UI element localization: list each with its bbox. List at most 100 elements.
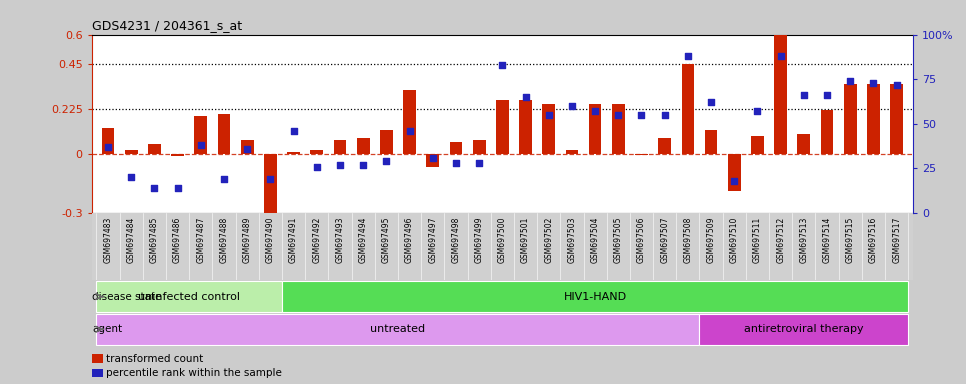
Point	[448, 160, 464, 166]
Text: GSM697495: GSM697495	[382, 217, 391, 263]
Point	[518, 94, 533, 100]
Point	[471, 160, 487, 166]
Bar	[821, 110, 834, 154]
Bar	[472, 140, 486, 154]
Bar	[97, 314, 699, 345]
Bar	[125, 150, 137, 154]
Text: GSM697505: GSM697505	[613, 217, 623, 263]
Text: GSM697508: GSM697508	[683, 217, 693, 263]
Text: GSM697486: GSM697486	[173, 217, 183, 263]
Point	[819, 92, 835, 98]
Text: GSM697506: GSM697506	[637, 217, 646, 263]
Bar	[356, 138, 370, 154]
Text: GSM697517: GSM697517	[893, 217, 901, 263]
Point	[889, 81, 904, 88]
Bar	[867, 84, 880, 154]
Point	[842, 78, 858, 84]
Bar	[282, 281, 908, 312]
Point	[541, 112, 556, 118]
Text: GSM697514: GSM697514	[822, 217, 832, 263]
Point	[750, 108, 765, 114]
Point	[263, 176, 278, 182]
Bar	[101, 128, 114, 154]
Point	[564, 103, 580, 109]
Text: GSM697484: GSM697484	[127, 217, 135, 263]
Text: GSM697483: GSM697483	[103, 217, 112, 263]
Bar	[264, 154, 276, 217]
Bar	[844, 84, 857, 154]
Bar	[565, 150, 579, 154]
Point	[587, 108, 603, 114]
Point	[240, 146, 255, 152]
Text: GSM697507: GSM697507	[660, 217, 669, 263]
Text: untreated: untreated	[370, 324, 425, 334]
Point	[170, 185, 185, 191]
Bar	[611, 104, 625, 154]
Point	[286, 128, 301, 134]
Point	[657, 112, 672, 118]
Bar	[217, 114, 230, 154]
Text: GSM697489: GSM697489	[242, 217, 252, 263]
Point	[680, 53, 696, 59]
Bar	[752, 136, 764, 154]
Text: GSM697498: GSM697498	[451, 217, 461, 263]
Bar	[194, 116, 207, 154]
Text: GSM697509: GSM697509	[706, 217, 716, 263]
Text: agent: agent	[92, 324, 122, 334]
Point	[703, 99, 719, 106]
Bar	[403, 90, 416, 154]
Point	[355, 162, 371, 168]
Bar	[699, 314, 908, 345]
Bar	[310, 150, 324, 154]
Point	[124, 174, 139, 180]
Bar	[449, 142, 463, 154]
Text: GSM697497: GSM697497	[428, 217, 438, 263]
Point	[773, 53, 788, 59]
Point	[611, 112, 626, 118]
Text: GSM697490: GSM697490	[266, 217, 275, 263]
Text: GSM697491: GSM697491	[289, 217, 298, 263]
Bar	[519, 100, 532, 154]
Bar	[171, 154, 184, 156]
Bar	[798, 134, 810, 154]
Bar	[635, 154, 648, 155]
Text: GDS4231 / 204361_s_at: GDS4231 / 204361_s_at	[92, 19, 242, 32]
Point	[796, 92, 811, 98]
Text: percentile rank within the sample: percentile rank within the sample	[106, 368, 282, 378]
Point	[425, 155, 440, 161]
Text: GSM697503: GSM697503	[567, 217, 577, 263]
Bar	[148, 144, 160, 154]
Bar	[704, 130, 718, 154]
Text: GSM697515: GSM697515	[846, 217, 855, 263]
Text: uninfected control: uninfected control	[138, 291, 241, 302]
Text: GSM697511: GSM697511	[753, 217, 762, 263]
Bar	[658, 138, 671, 154]
Text: GSM697510: GSM697510	[729, 217, 739, 263]
Text: GSM697496: GSM697496	[405, 217, 414, 263]
Bar	[588, 104, 602, 154]
Point	[495, 62, 510, 68]
Point	[866, 80, 881, 86]
Point	[309, 164, 325, 170]
Text: GSM697499: GSM697499	[474, 217, 484, 263]
Bar	[496, 100, 509, 154]
Bar	[333, 140, 347, 154]
Text: GSM697500: GSM697500	[497, 217, 507, 263]
Bar	[241, 140, 253, 154]
Text: GSM697485: GSM697485	[150, 217, 158, 263]
Bar	[728, 154, 741, 191]
Bar	[380, 130, 393, 154]
Text: GSM697488: GSM697488	[219, 217, 229, 263]
Text: GSM697516: GSM697516	[869, 217, 878, 263]
Point	[634, 112, 649, 118]
Text: GSM697504: GSM697504	[590, 217, 600, 263]
Text: GSM697487: GSM697487	[196, 217, 206, 263]
Text: antiretroviral therapy: antiretroviral therapy	[744, 324, 864, 334]
Text: transformed count: transformed count	[106, 354, 204, 364]
Bar	[775, 35, 787, 154]
Bar	[97, 281, 282, 312]
Point	[332, 162, 348, 168]
Point	[402, 128, 417, 134]
Bar	[426, 154, 440, 167]
Point	[100, 144, 116, 150]
